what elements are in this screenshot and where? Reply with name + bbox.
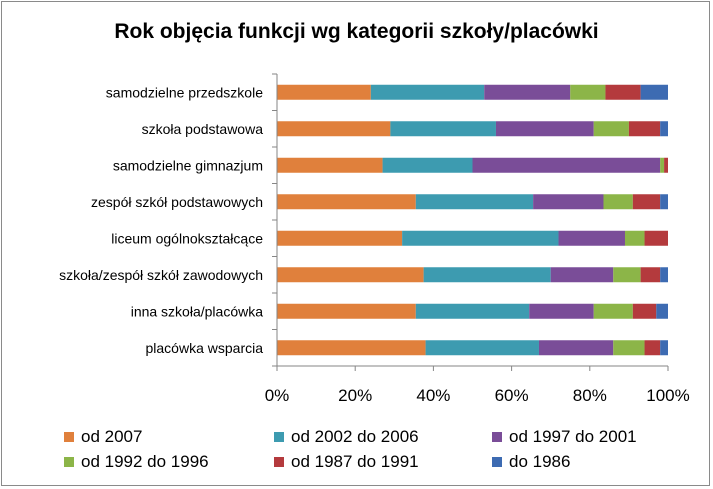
x-tick-label: 40% — [416, 386, 450, 405]
bar-segment — [656, 303, 668, 319]
bar-segment — [472, 157, 661, 173]
bar-segment — [529, 303, 594, 319]
category-label: szkoła podstawowa — [142, 121, 264, 137]
axes-group — [272, 73, 669, 371]
legend-swatch — [492, 432, 502, 442]
x-tick-label: 100% — [646, 386, 689, 405]
bar-segment — [370, 84, 485, 100]
legend-swatch — [64, 432, 74, 442]
legend-item: od 1992 do 1996 — [64, 450, 209, 474]
bar-segment — [415, 194, 534, 210]
bar-segment — [660, 340, 668, 356]
bar-segment — [277, 121, 391, 137]
tick-labels-group: 0% 20% 40% 60% 80% 100% — [265, 386, 690, 405]
bar-segment — [550, 267, 614, 283]
bar-segment — [484, 84, 571, 100]
legend-label: do 1986 — [509, 452, 571, 471]
bar-segment — [423, 267, 551, 283]
bar-segment — [664, 157, 668, 173]
category-label: samodzielne przedszkole — [106, 84, 263, 100]
bar-segment — [277, 230, 403, 246]
legend-label: od 1997 do 2001 — [509, 427, 637, 446]
bar-segment — [624, 230, 645, 246]
bar-segment — [644, 230, 668, 246]
category-label: szkoła/zespół szkół zawodowych — [59, 267, 263, 283]
bar-segment — [613, 340, 645, 356]
legend-swatch — [274, 457, 284, 467]
bar-segment — [640, 84, 668, 100]
bar-segment — [644, 340, 661, 356]
legend-label: od 2007 — [81, 427, 143, 446]
bar-segment — [660, 267, 668, 283]
category-label: placówka wsparcia — [146, 340, 264, 356]
x-tick-label: 0% — [265, 386, 290, 405]
chart-title: Rok objęcia funkcji wg kategorii szkoły/… — [114, 20, 599, 43]
bar-segment — [277, 84, 371, 100]
bar-segment — [390, 121, 496, 137]
legend-item: od 1987 do 1991 — [274, 450, 419, 474]
bar-segment — [277, 340, 426, 356]
legend-label: od 2002 do 2006 — [291, 427, 419, 446]
bar-segment — [425, 340, 539, 356]
legend-item: od 2002 do 2006 — [274, 425, 419, 449]
bar-segment — [570, 84, 606, 100]
bar-segment — [382, 157, 473, 173]
bar-segment — [558, 230, 625, 246]
legend-item: do 1986 — [492, 450, 570, 474]
bar-segment — [605, 84, 641, 100]
category-label: samodzielne gimnazjum — [113, 157, 263, 173]
legend-swatch — [274, 432, 284, 442]
bar-segment — [277, 194, 416, 210]
bar-segment — [603, 194, 633, 210]
bar-segment — [660, 194, 668, 210]
bar-segment — [632, 303, 657, 319]
legend-item: od 2007 — [64, 425, 142, 449]
bar-segment — [277, 157, 383, 173]
bar-segment — [277, 267, 424, 283]
legend-label: od 1992 do 1996 — [81, 452, 209, 471]
bar-segment — [593, 121, 629, 137]
legend-swatch — [64, 457, 74, 467]
bar-segment — [415, 303, 530, 319]
category-label: inna szkoła/placówka — [131, 303, 264, 319]
x-tick-label: 20% — [338, 386, 372, 405]
x-tick-label: 60% — [495, 386, 529, 405]
category-label: liceum ogólnokształcące — [111, 230, 263, 246]
bar-segment — [628, 121, 661, 137]
category-label: zespół szkół podstawowych — [91, 194, 263, 210]
bar-segment — [613, 267, 641, 283]
bar-segment — [593, 303, 633, 319]
bar-segment — [277, 303, 416, 319]
category-labels-group: samodzielne przedszkole szkoła podstawowa… — [59, 84, 263, 356]
bar-segment — [640, 267, 661, 283]
bar-segment — [533, 194, 604, 210]
bar-segment — [402, 230, 559, 246]
bar-segment — [495, 121, 594, 137]
bars-group — [277, 84, 668, 356]
bar-segment — [660, 121, 668, 137]
bar-segment — [632, 194, 661, 210]
legend-item: od 1997 do 2001 — [492, 425, 637, 449]
bar-segment — [660, 157, 665, 173]
legend-swatch — [492, 457, 502, 467]
x-tick-label: 80% — [573, 386, 607, 405]
bar-segment — [538, 340, 614, 356]
legend-label: od 1987 do 1991 — [291, 452, 419, 471]
